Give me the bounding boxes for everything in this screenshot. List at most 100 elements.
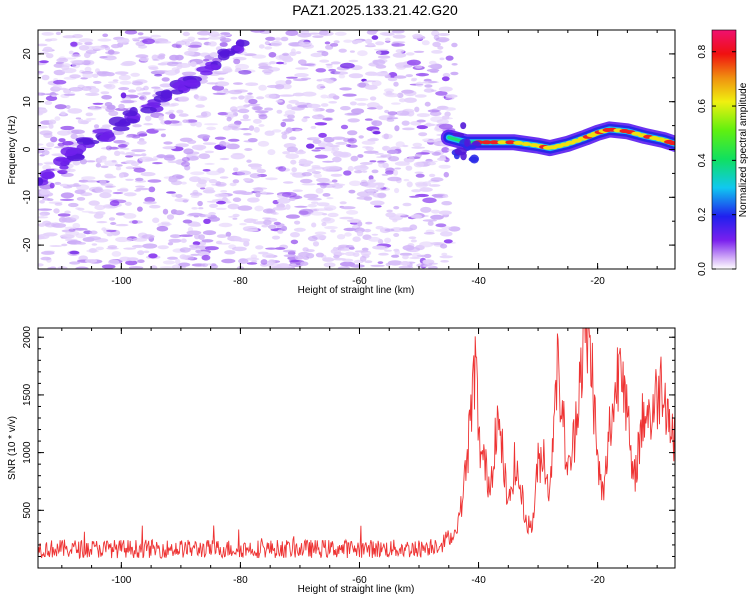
noise-blob [295,150,306,155]
noise-blob [295,128,302,132]
noise-blob [61,63,71,68]
noise-blob [427,161,436,166]
noise-blob [326,79,334,84]
noise-blob [369,96,377,101]
noise-blob [339,87,352,91]
noise-blob [365,146,374,151]
noise-blob [144,115,152,122]
noise-blob [350,264,365,268]
noise-blob [391,30,405,34]
noise-blob [375,64,387,69]
noise-blob [438,123,453,130]
noise-blob [78,38,94,43]
noise-blob [424,84,433,88]
noise-blob [282,249,297,253]
noise-blob [44,93,59,96]
noise-blob [277,229,284,234]
noise-blob [340,106,351,111]
noise-blob [430,242,445,245]
noise-blob [100,91,110,95]
noise-blob [383,88,395,93]
noise-blob [320,146,335,152]
noise-blob [141,153,147,157]
noise-blob [315,68,327,73]
noise-blob [321,222,327,227]
noise-blob [141,234,155,239]
noise-blob [108,110,119,116]
streak-blob [204,64,221,70]
noise-blob [342,258,354,263]
noise-blob [361,247,369,251]
noise-blob [403,64,413,68]
noise-blob [120,100,135,104]
noise-blob [243,240,250,247]
noise-blob [272,206,287,211]
noise-blob [39,189,51,195]
noise-blob [246,159,252,163]
noise-blob [38,108,48,114]
noise-blob [70,133,78,140]
noise-blob [275,99,284,103]
noise-blob [251,54,267,59]
noise-blob [167,160,179,164]
noise-blob [383,133,389,140]
noise-blob [307,235,318,242]
noise-blob [179,254,187,260]
noise-blob [313,173,323,179]
noise-blob [352,236,361,242]
noise-blob [95,246,105,251]
noise-blob [181,161,190,167]
noise-blob [426,68,440,72]
noise-blob [378,252,389,256]
noise-blob [232,190,247,195]
noise-blob [166,191,176,194]
x-tick-label: -20 [590,276,605,287]
noise-blob [182,31,190,37]
noise-blob [295,67,309,70]
noise-blob [51,94,57,98]
noise-blob [57,213,71,217]
noise-blob [196,30,212,36]
noise-blob [375,41,385,46]
ridge-hotspot [489,140,500,145]
y-tick-label: 20 [22,48,33,60]
noise-blob [167,120,180,124]
noise-blob [301,183,316,186]
noise-blob [334,182,340,185]
noise-blob [250,30,265,33]
noise-blob [382,146,388,151]
noise-blob [95,162,102,168]
noise-blob [49,266,57,269]
noise-blob [324,226,338,230]
noise-blob [403,97,417,103]
noise-blob [65,105,71,109]
noise-blob [125,151,136,155]
noise-blob [421,40,430,46]
noise-blob [418,132,428,137]
noise-blob [356,196,371,200]
noise-blob [202,169,211,172]
noise-blob [256,96,265,100]
noise-blob [441,226,452,230]
x-tick-label: -80 [233,276,248,287]
noise-blob [195,121,202,128]
noise-blob [261,191,267,195]
noise-blob [420,206,432,213]
noise-blob [183,148,194,155]
noise-blob [118,103,125,110]
noise-blob [215,207,227,210]
noise-blob [444,107,456,111]
noise-blob [319,30,329,36]
noise-blob [130,72,140,77]
noise-blob [71,54,81,58]
noise-blob [203,58,210,62]
noise-blob [143,85,149,91]
noise-blob [295,51,302,55]
noise-blob [151,86,161,89]
noise-blob [152,162,163,165]
noise-blob [206,263,212,266]
noise-blob [103,57,117,60]
noise-blob [364,84,378,90]
x-tick-label: -40 [471,276,486,287]
noise-blob [117,144,128,148]
